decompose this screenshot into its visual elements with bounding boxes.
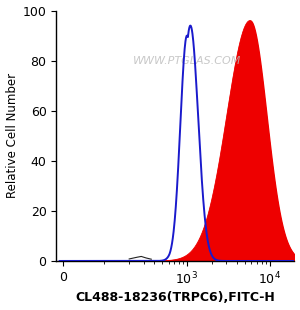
X-axis label: CL488-18236(TRPC6),FITC-H: CL488-18236(TRPC6),FITC-H xyxy=(76,291,275,304)
Text: WWW.PTGLAS.COM: WWW.PTGLAS.COM xyxy=(133,55,242,66)
Y-axis label: Relative Cell Number: Relative Cell Number xyxy=(6,73,19,198)
